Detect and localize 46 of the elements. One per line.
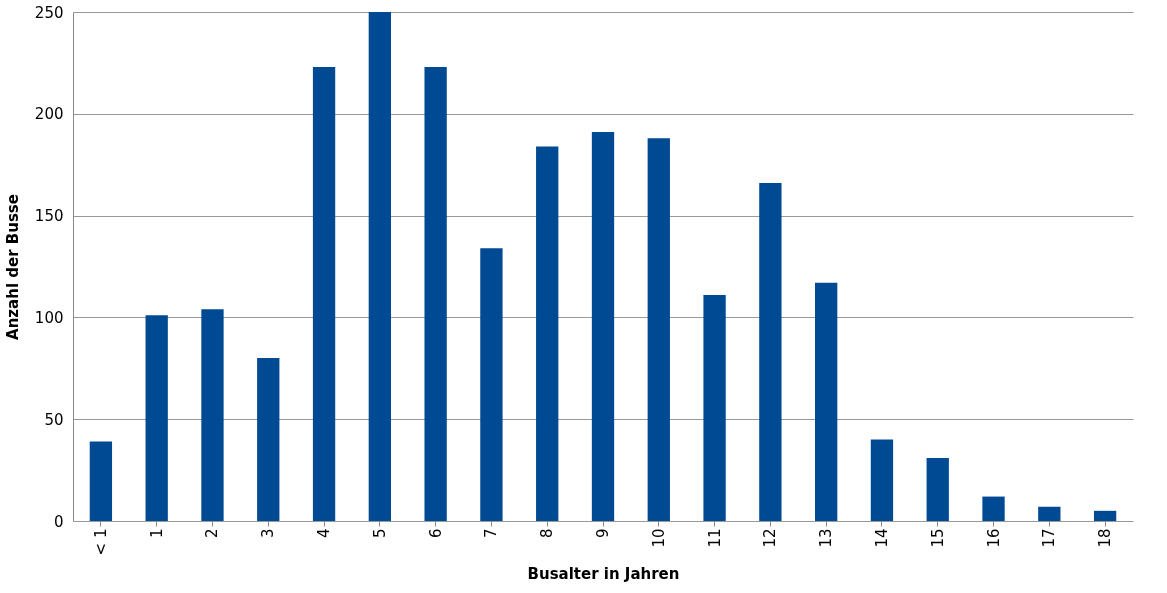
x-tick-label: 10 — [649, 528, 668, 548]
x-axis-title: Busalter in Jahren — [527, 565, 680, 584]
x-tick-label: 17 — [1040, 528, 1059, 548]
x-tick-label: 18 — [1096, 528, 1115, 548]
bar — [89, 441, 113, 521]
y-tick-label: 0 — [53, 512, 64, 531]
x-tick-label: 4 — [315, 528, 334, 539]
bar — [536, 146, 559, 521]
bar — [870, 439, 894, 521]
bar — [257, 358, 280, 521]
bar — [312, 66, 336, 521]
x-tick-label: 1 — [147, 528, 166, 539]
x-tick-label: < 1 — [91, 528, 110, 556]
y-tick-label: 200 — [34, 105, 64, 124]
x-tick-label: 8 — [538, 528, 557, 539]
x-tick-label: 16 — [984, 528, 1003, 548]
bar — [1038, 506, 1061, 521]
bar — [926, 457, 949, 521]
y-tick-label: 100 — [34, 308, 64, 327]
y-tick-label: 250 — [34, 3, 64, 22]
bar — [480, 248, 503, 521]
y-tick-label: 150 — [34, 207, 64, 226]
x-tick-label: 12 — [761, 528, 780, 548]
bar — [145, 315, 168, 521]
bar — [815, 282, 838, 521]
x-tick-label: 15 — [928, 528, 947, 548]
y-axis-title: Anzahl der Busse — [3, 194, 22, 340]
x-tick-label: 9 — [594, 528, 612, 539]
bar — [368, 12, 391, 521]
bar — [647, 138, 670, 521]
bar — [703, 295, 726, 521]
bar — [982, 496, 1005, 521]
bar — [201, 309, 224, 521]
x-tick-label: 13 — [817, 528, 836, 548]
x-tick-label: 7 — [482, 528, 501, 539]
bar — [1093, 510, 1117, 521]
y-tick-label: 50 — [44, 410, 64, 429]
x-tick-label: 11 — [705, 528, 724, 548]
x-tick-label: 6 — [426, 528, 445, 539]
x-tick-label: 5 — [370, 528, 389, 539]
bar — [759, 183, 782, 521]
bar — [591, 132, 615, 521]
x-tick-label: 3 — [259, 528, 278, 539]
bar — [424, 66, 447, 521]
x-tick-label: 2 — [203, 528, 222, 539]
x-tick-label: 14 — [872, 528, 891, 548]
